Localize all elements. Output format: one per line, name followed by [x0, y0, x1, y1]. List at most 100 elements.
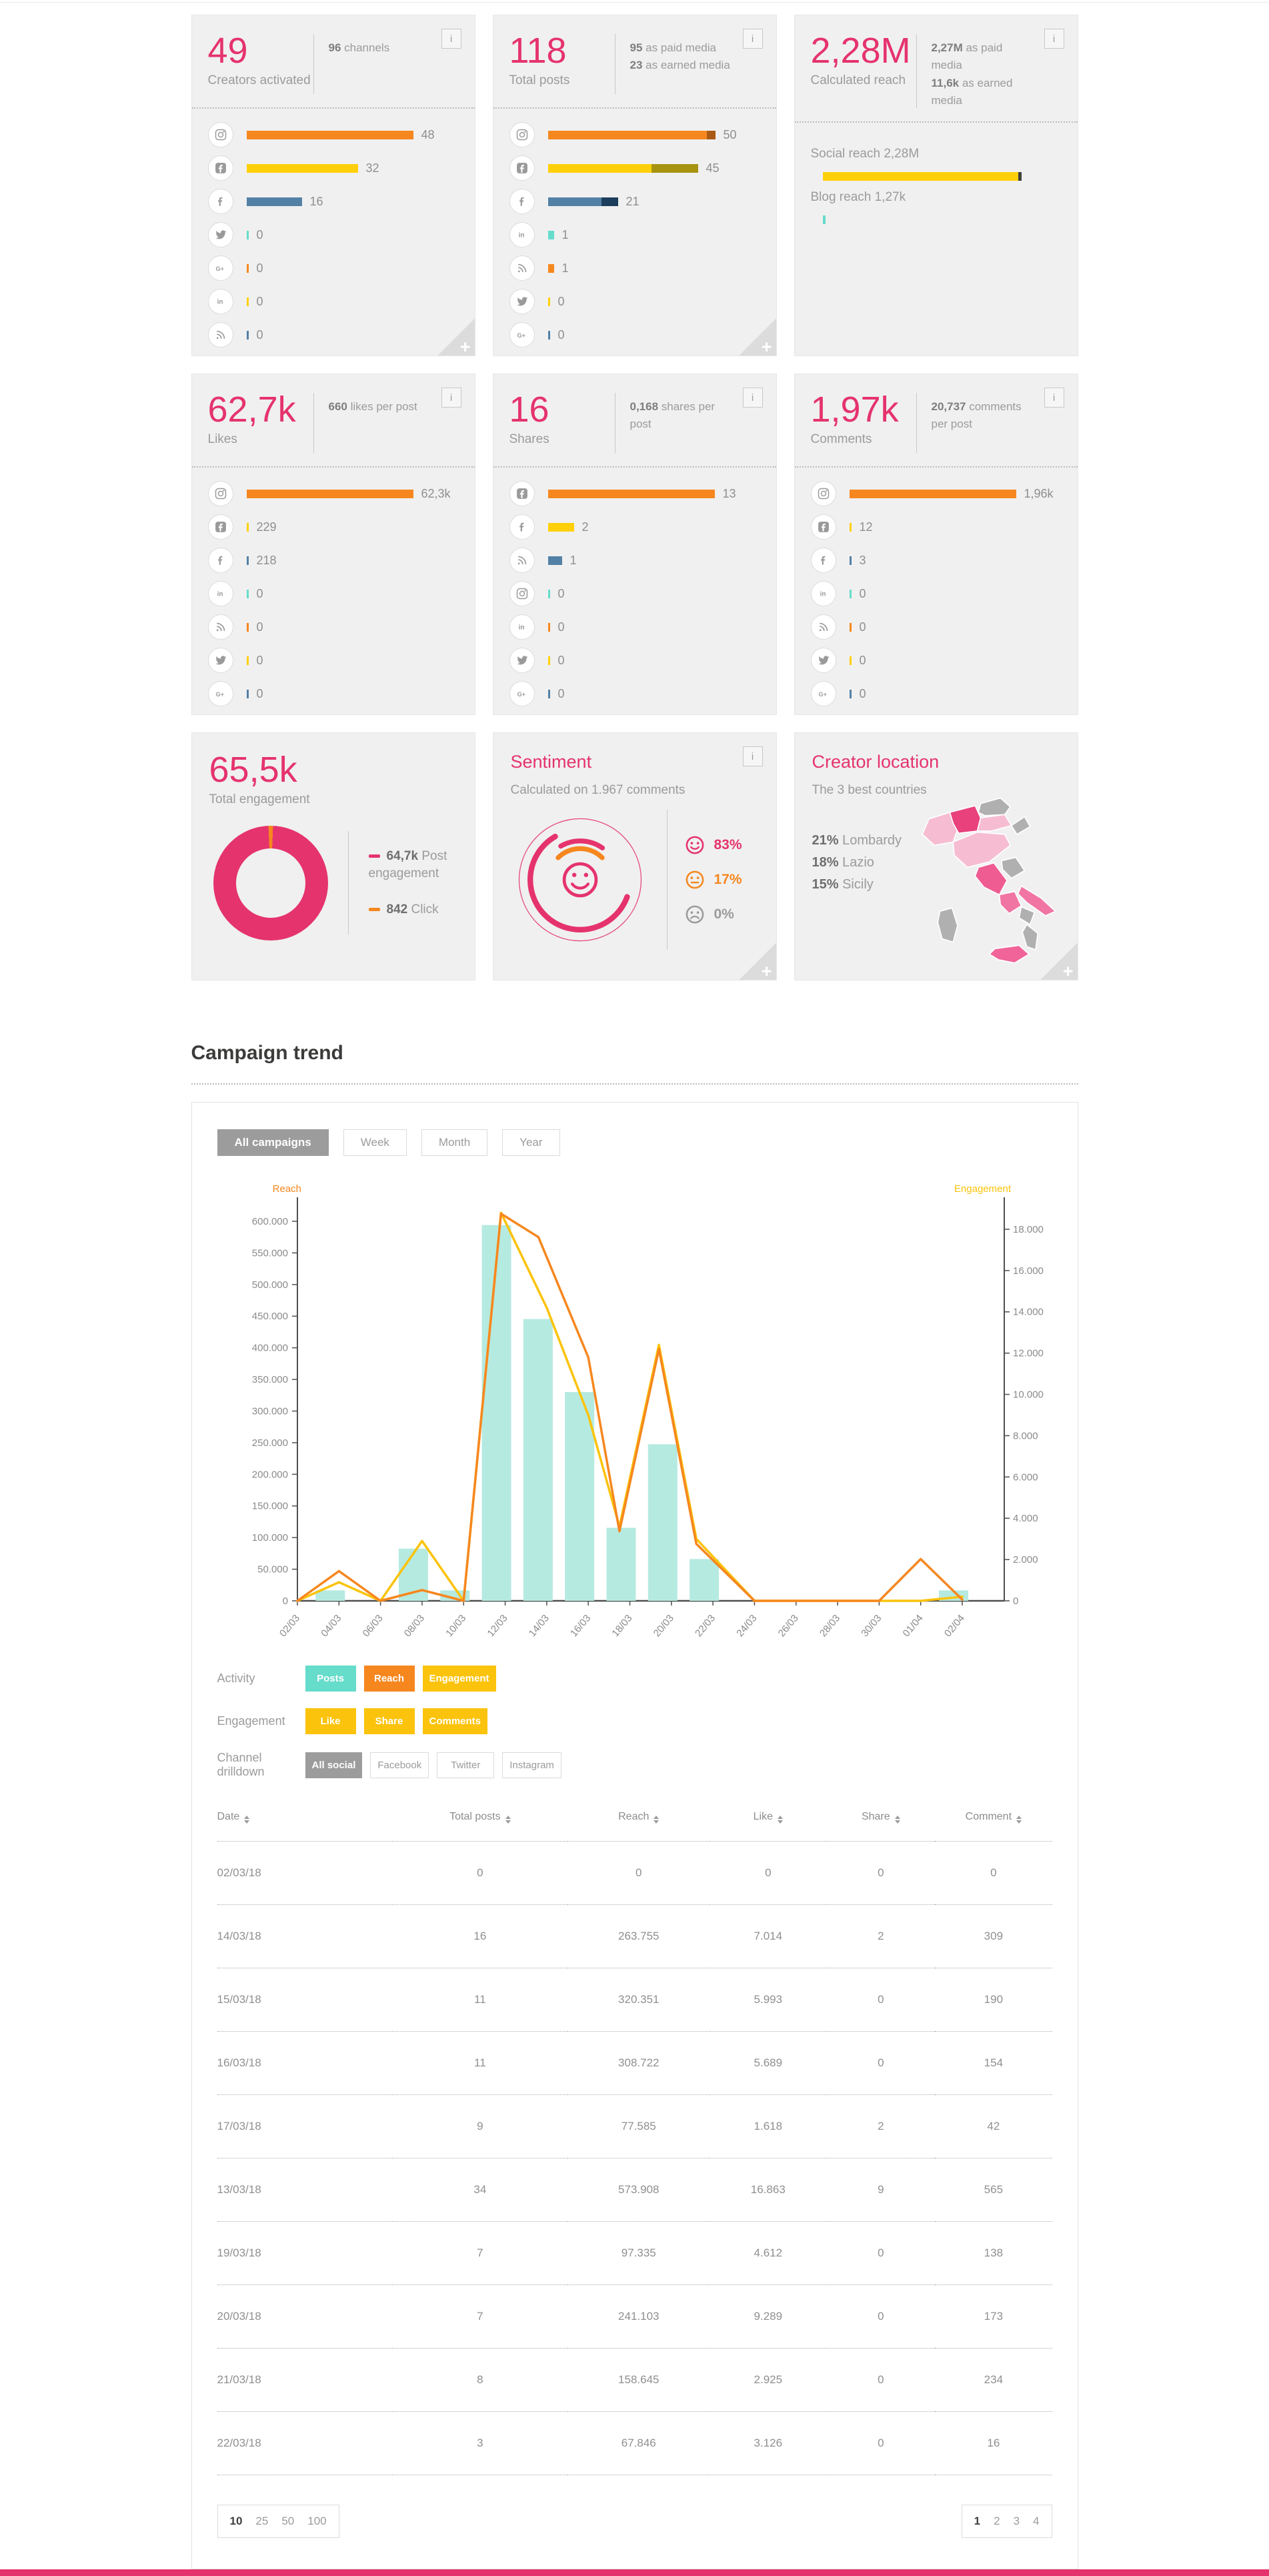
- channel-breakdown: 62,3k 229 218 in 0 0 0 G+ 0: [192, 468, 475, 714]
- stat-meta: 20,737 comments per post: [932, 392, 1062, 454]
- svg-text:01/04: 01/04: [900, 1613, 925, 1640]
- sentiment-neutral: 17%: [685, 870, 742, 890]
- stat-card-header: 62,7k Likes 660 likes per post: [191, 374, 475, 468]
- svg-text:50.000: 50.000: [257, 1564, 288, 1575]
- header-date[interactable]: Date: [217, 1811, 393, 1842]
- page-3[interactable]: 3: [1013, 2515, 1020, 2527]
- svg-text:G+: G+: [517, 691, 525, 698]
- stat-card-creators: 49 Creators activated 96 channels i 48 32 16 0 G…: [191, 15, 475, 356]
- twitter-icon: [509, 648, 535, 673]
- linkedin-icon: in: [810, 581, 836, 606]
- toggle-share[interactable]: Share: [363, 1708, 415, 1734]
- svg-text:4.000: 4.000: [1013, 1513, 1038, 1524]
- toggle-comments[interactable]: Comments: [422, 1708, 488, 1734]
- channel-all-social[interactable]: All social: [305, 1752, 363, 1778]
- facebook-app-icon: [509, 481, 535, 506]
- channel-row: 3: [810, 544, 1062, 577]
- toggle-reach[interactable]: Reach: [363, 1666, 415, 1692]
- table-cell: 0: [826, 1841, 936, 1905]
- toggle-posts[interactable]: Posts: [305, 1666, 356, 1692]
- info-button[interactable]: i: [742, 29, 763, 49]
- table-cell: 0: [826, 2411, 936, 2475]
- svg-text:08/03: 08/03: [401, 1613, 426, 1640]
- info-button[interactable]: i: [1044, 29, 1064, 49]
- svg-text:02/04: 02/04: [942, 1613, 966, 1640]
- channel-bar: [246, 656, 249, 665]
- header-like[interactable]: Like: [710, 1811, 827, 1842]
- stat-card-likes: 62,7k Likes 660 likes per post i 62,3k 229 218…: [191, 374, 475, 715]
- channel-value: 0: [256, 586, 263, 600]
- page-size-10[interactable]: 10: [229, 2515, 243, 2527]
- stat-meta: 95 as paid media 23 as earned media: [630, 33, 760, 95]
- channel-row: 0: [207, 644, 459, 677]
- page-size-25[interactable]: 25: [255, 2515, 269, 2527]
- facebook-app-icon: [207, 155, 233, 181]
- stat-value: 2,28M: [810, 31, 911, 71]
- corner-expand[interactable]: +: [436, 317, 475, 356]
- section-divider: [191, 1083, 1078, 1085]
- page-4[interactable]: 4: [1033, 2515, 1040, 2527]
- total-engagement-value: 65,5k: [209, 750, 297, 790]
- header-share[interactable]: Share: [826, 1811, 936, 1842]
- channel-row: 16: [207, 185, 459, 218]
- location-stat-lazio: 18% Lazio: [812, 855, 874, 870]
- info-button[interactable]: i: [441, 29, 461, 49]
- table-cell: 21/03/18: [217, 2348, 393, 2412]
- table-cell: 77.585: [567, 2094, 710, 2158]
- divider: [313, 393, 314, 453]
- facebook-icon: [207, 548, 233, 573]
- channel-row: 1: [509, 251, 760, 285]
- channel-value: 0: [256, 227, 263, 241]
- toggle-like[interactable]: Like: [305, 1708, 356, 1734]
- sort-icon: [777, 1816, 783, 1824]
- toggle-engagement[interactable]: Engagement: [422, 1666, 496, 1692]
- total-engagement-label: Total engagement: [209, 792, 310, 806]
- channel-value: 218: [256, 553, 277, 567]
- info-button[interactable]: i: [742, 746, 763, 766]
- channel-bar: [246, 230, 249, 239]
- filter-year[interactable]: Year: [502, 1129, 560, 1156]
- channel-row: G+ 0: [509, 318, 760, 352]
- channel-row: 0: [207, 610, 459, 644]
- reach-breakdown: Social reach 2,28M Blog reach 1,27k: [795, 123, 1078, 249]
- svg-text:200.000: 200.000: [251, 1469, 287, 1480]
- table-cell: 158.645: [567, 2348, 710, 2412]
- stat-card-header: 118 Total posts 95 as paid media 23 as earn…: [493, 15, 776, 109]
- svg-text:10/03: 10/03: [443, 1613, 468, 1640]
- svg-text:Reach: Reach: [272, 1183, 301, 1195]
- page-2[interactable]: 2: [994, 2515, 1000, 2527]
- header-comment[interactable]: Comment: [935, 1811, 1052, 1842]
- channel-twitter[interactable]: Twitter: [437, 1752, 495, 1778]
- page-size-100[interactable]: 100: [307, 2515, 327, 2527]
- channel-facebook[interactable]: Facebook: [370, 1752, 429, 1778]
- channel-row: in 1: [509, 218, 760, 251]
- filter-all-campaigns[interactable]: All campaigns: [217, 1129, 329, 1156]
- stat-value: 49: [207, 31, 248, 71]
- info-button[interactable]: i: [742, 388, 763, 408]
- corner-expand[interactable]: +: [1039, 942, 1078, 980]
- page-size-50[interactable]: 50: [281, 2515, 295, 2527]
- plus-icon: +: [459, 337, 471, 356]
- header-total-posts[interactable]: Total posts: [392, 1811, 568, 1842]
- filter-week[interactable]: Week: [343, 1129, 407, 1156]
- stat-meta-line: 660 likes per post: [328, 400, 417, 413]
- channel-row: in 0: [810, 577, 1062, 610]
- channel-instagram[interactable]: Instagram: [502, 1752, 561, 1778]
- svg-text:0: 0: [282, 1595, 287, 1607]
- stat-meta-line: 20,737 comments per post: [931, 400, 1022, 431]
- info-button[interactable]: i: [1044, 388, 1064, 408]
- table-cell: 3.126: [710, 2411, 827, 2475]
- filter-month[interactable]: Month: [421, 1129, 488, 1156]
- stat-card-comments: 1,97k Comments 20,737 comments per post i 1,…: [794, 374, 1078, 715]
- page-1[interactable]: 1: [974, 2515, 981, 2527]
- legend-item-click: 842 Click: [368, 901, 457, 918]
- header-reach[interactable]: Reach: [567, 1811, 710, 1842]
- corner-expand[interactable]: +: [738, 317, 776, 356]
- info-button[interactable]: i: [441, 388, 461, 408]
- svg-text:0: 0: [1013, 1595, 1018, 1607]
- corner-expand[interactable]: +: [738, 942, 776, 980]
- channel-bar: [246, 522, 249, 532]
- footer-accent-bar: [0, 2569, 1269, 2576]
- svg-text:600.000: 600.000: [251, 1216, 287, 1227]
- svg-text:28/03: 28/03: [817, 1613, 842, 1640]
